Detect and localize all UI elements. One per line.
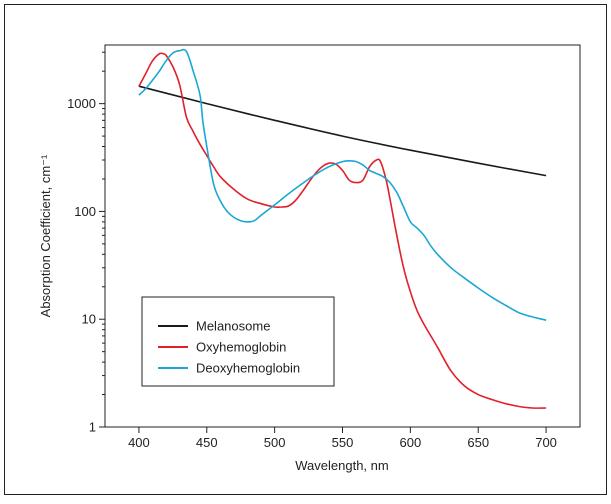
- x-tick-label-650: 650: [467, 435, 489, 450]
- x-tick-label-450: 450: [196, 435, 218, 450]
- x-tick-label-550: 550: [332, 435, 354, 450]
- outer-border: [4, 4, 607, 495]
- x-axis: 400 450 500 550 600 650 700: [128, 427, 557, 450]
- x-tick-label-700: 700: [535, 435, 557, 450]
- legend-label-deoxyhemoglobin: Deoxyhemoglobin: [196, 361, 300, 376]
- legend-label-melanosome: Melanosome: [196, 319, 270, 334]
- legend: Melanosome Oxyhemoglobin Deoxyhemoglobin: [141, 296, 335, 387]
- y-axis-label: Absorption Coefficient, cm⁻¹: [38, 154, 53, 317]
- series-line-melanosome: [138, 85, 547, 177]
- x-tick-label-500: 500: [264, 435, 286, 450]
- legend-label-oxyhemoglobin: Oxyhemoglobin: [196, 340, 286, 355]
- x-axis-label: Wavelength, nm: [295, 458, 388, 473]
- legend-box: [141, 296, 335, 387]
- y-tick-label-1: 1: [89, 420, 96, 435]
- x-tick-label-600: 600: [400, 435, 422, 450]
- y-tick-label-1000: 1000: [67, 96, 96, 111]
- y-axis: 1 10 100 1000: [67, 51, 105, 435]
- series-line-oxyhemoglobin: [138, 52, 547, 409]
- series-layer: [138, 48, 547, 409]
- y-tick-label-10: 10: [82, 312, 96, 327]
- series-line-deoxyhemoglobin: [138, 48, 547, 321]
- y-tick-label-100: 100: [74, 204, 96, 219]
- x-tick-label-400: 400: [128, 435, 150, 450]
